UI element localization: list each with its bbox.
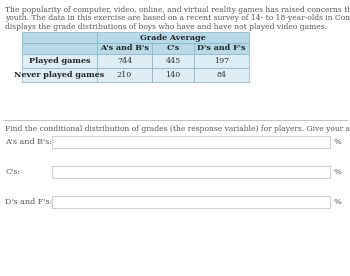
- FancyBboxPatch shape: [52, 166, 330, 178]
- Text: 744: 744: [117, 57, 132, 65]
- Text: displays the grade distributions of boys who have and have not played video game: displays the grade distributions of boys…: [5, 23, 327, 31]
- FancyBboxPatch shape: [152, 68, 194, 82]
- FancyBboxPatch shape: [22, 54, 97, 68]
- Text: C's:: C's:: [5, 168, 20, 176]
- Text: Find the conditional distribution of grades (the response variable) for players.: Find the conditional distribution of gra…: [5, 125, 350, 133]
- Text: 84: 84: [216, 71, 226, 79]
- FancyBboxPatch shape: [152, 54, 194, 68]
- Text: 210: 210: [117, 71, 132, 79]
- FancyBboxPatch shape: [97, 54, 152, 68]
- FancyBboxPatch shape: [97, 32, 249, 43]
- Text: Never played games: Never played games: [14, 71, 105, 79]
- FancyBboxPatch shape: [152, 43, 194, 54]
- Text: %: %: [334, 138, 342, 146]
- Text: A's and B's:: A's and B's:: [5, 138, 52, 146]
- Text: The popularity of computer, video, online, and virtual reality games has raised : The popularity of computer, video, onlin…: [5, 6, 350, 14]
- Text: Played games: Played games: [29, 57, 90, 65]
- FancyBboxPatch shape: [52, 136, 330, 148]
- FancyBboxPatch shape: [52, 196, 330, 208]
- Text: %: %: [334, 198, 342, 206]
- FancyBboxPatch shape: [22, 32, 97, 43]
- Text: youth. The data in this exercise are based on a recent survey of 14- to 18-year-: youth. The data in this exercise are bas…: [5, 15, 350, 23]
- FancyBboxPatch shape: [97, 68, 152, 82]
- FancyBboxPatch shape: [194, 68, 249, 82]
- Text: A's and B's: A's and B's: [100, 44, 149, 52]
- Text: C's: C's: [166, 44, 180, 52]
- FancyBboxPatch shape: [194, 54, 249, 68]
- Text: Grade Average: Grade Average: [140, 33, 206, 41]
- Text: D's and F's:: D's and F's:: [5, 198, 52, 206]
- FancyBboxPatch shape: [194, 43, 249, 54]
- Text: D's and F's: D's and F's: [197, 44, 246, 52]
- FancyBboxPatch shape: [22, 43, 97, 54]
- FancyBboxPatch shape: [22, 68, 97, 82]
- Text: %: %: [334, 168, 342, 176]
- Text: 197: 197: [214, 57, 229, 65]
- Text: 445: 445: [165, 57, 181, 65]
- Text: 140: 140: [165, 71, 181, 79]
- FancyBboxPatch shape: [97, 43, 152, 54]
